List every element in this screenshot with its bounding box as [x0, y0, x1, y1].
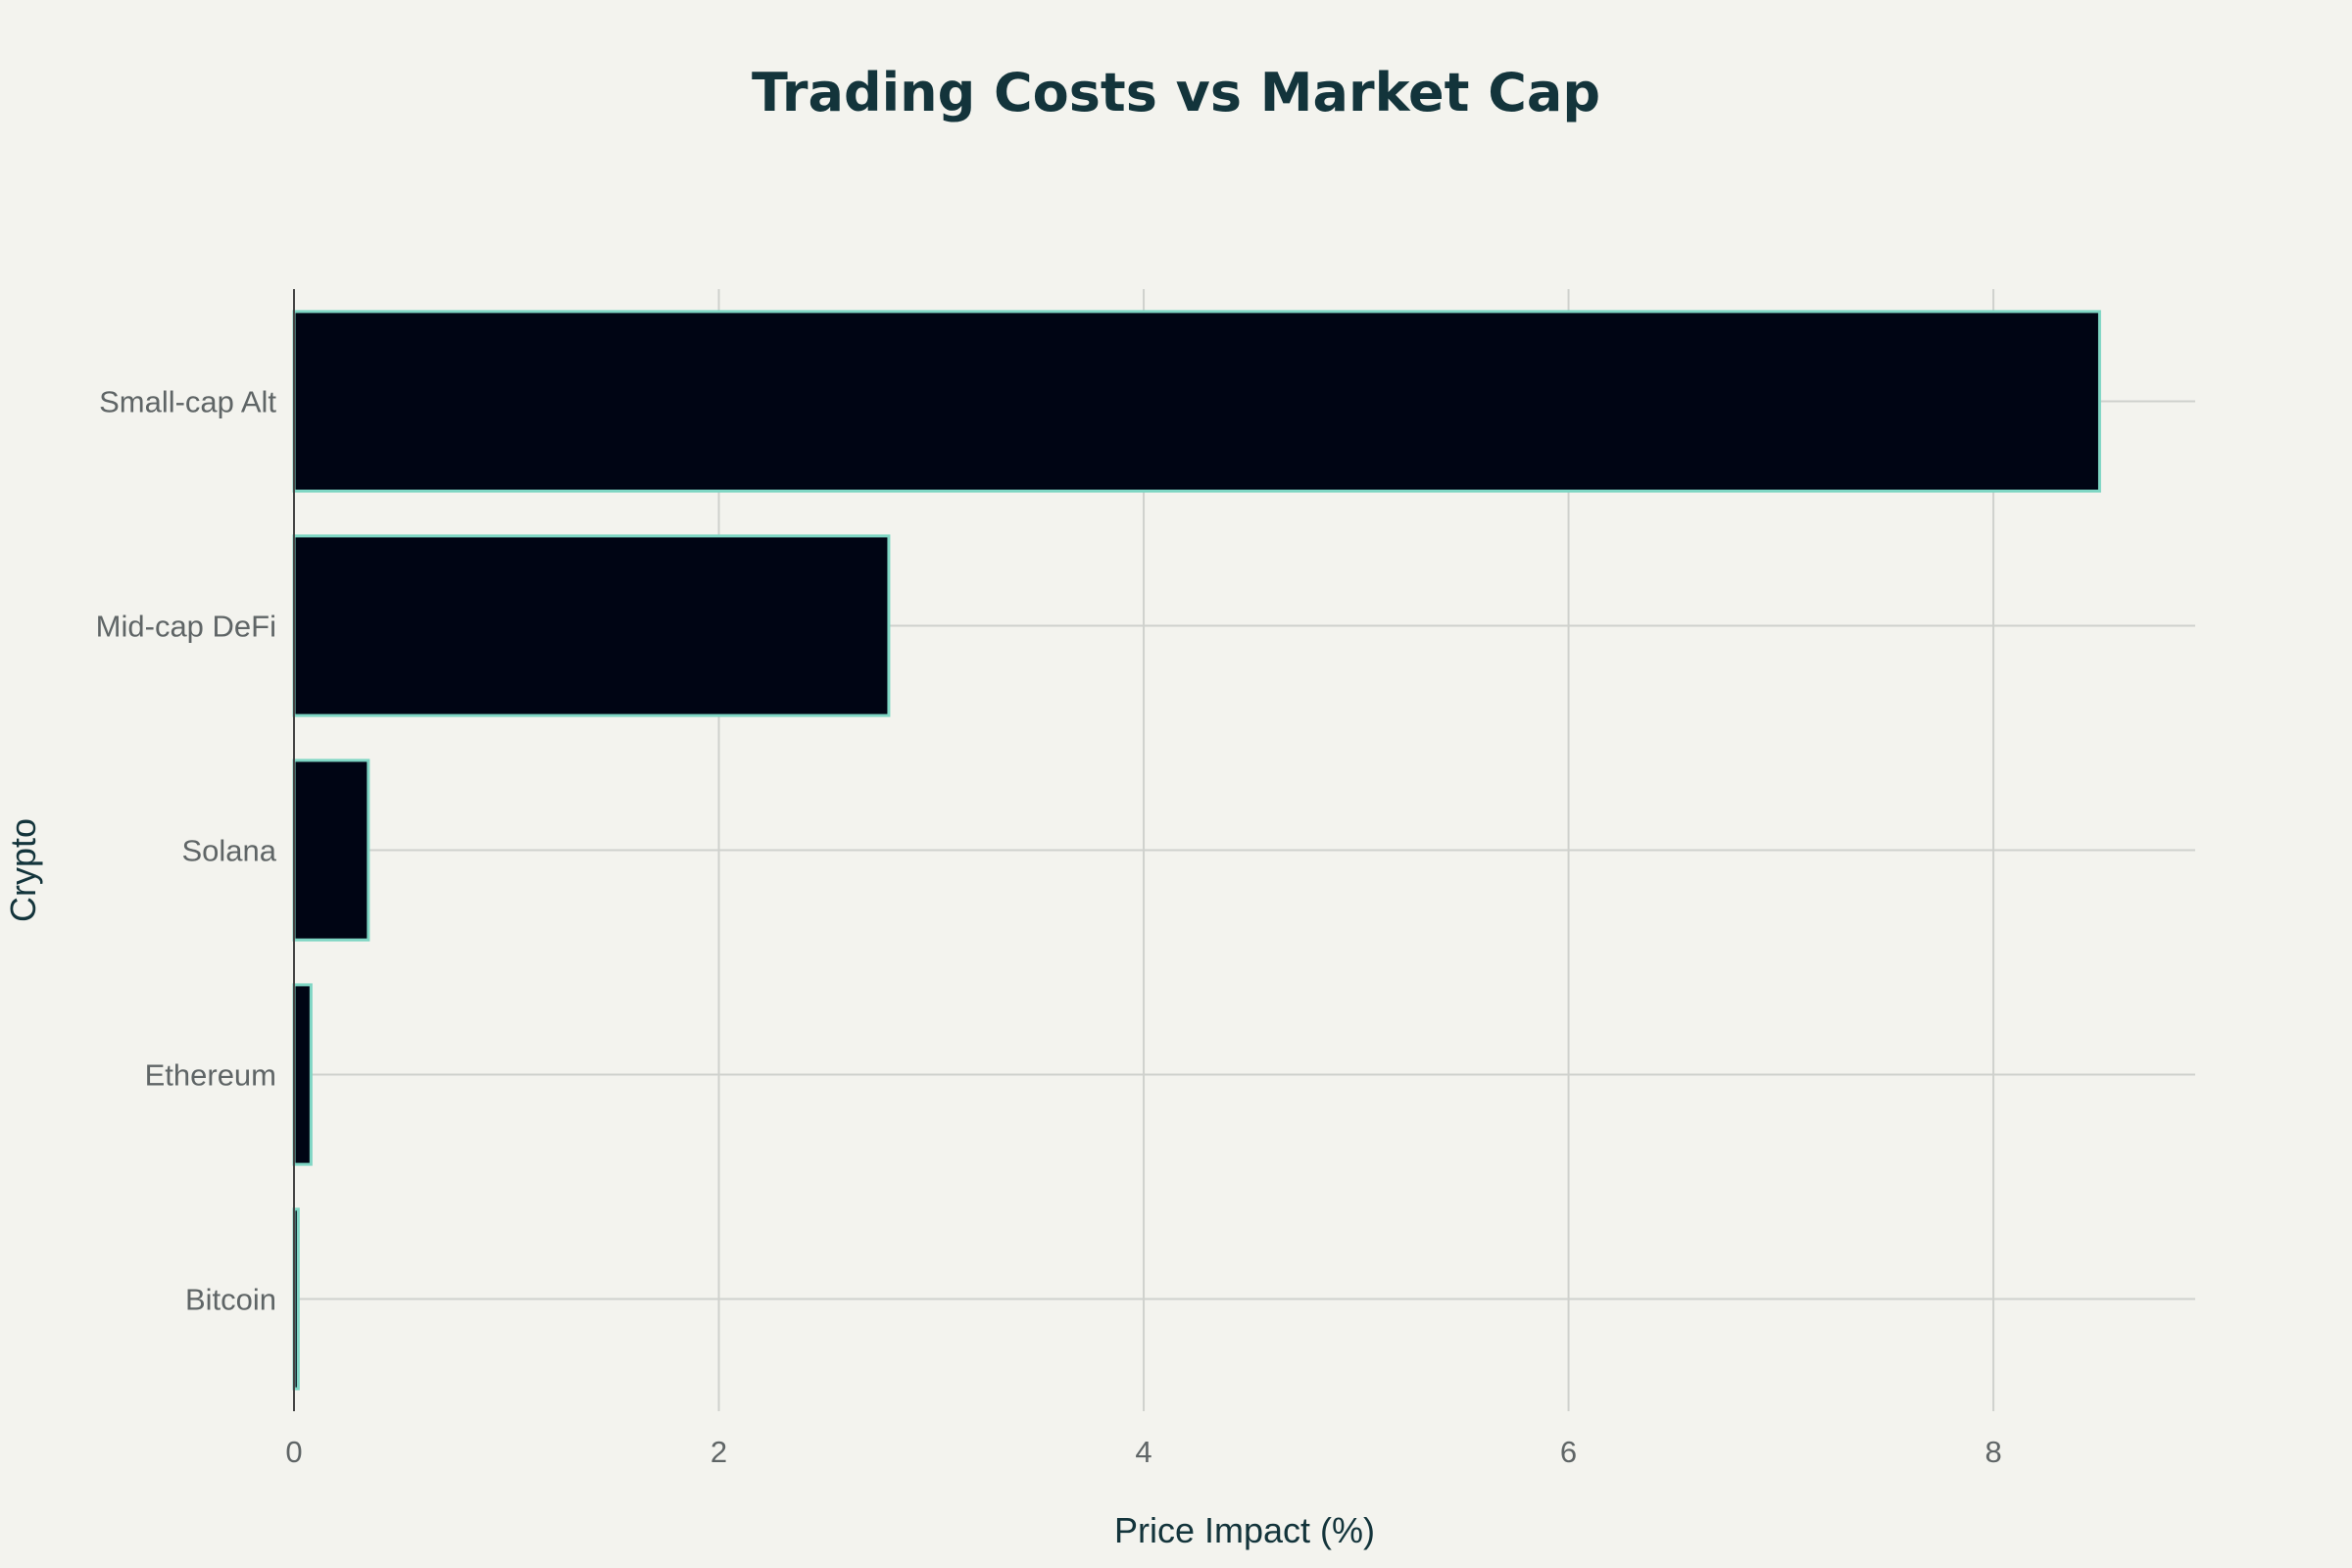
x-tick-label: 6 [1560, 1435, 1577, 1469]
y-tick-label: Mid-cap DeFi [96, 610, 276, 644]
bar-ethereum [292, 983, 313, 1166]
x-axis-title: Price Impact (%) [1114, 1510, 1375, 1550]
bar-solana [292, 759, 370, 942]
chart-title: Trading Costs vs Market Cap [752, 62, 1600, 123]
bars [292, 310, 2101, 1391]
x-tick-label: 0 [285, 1435, 302, 1469]
y-tick-label: Bitcoin [185, 1283, 276, 1317]
y-tick-label: Ethereum [145, 1058, 276, 1093]
bar-small-cap-alt [292, 310, 2101, 493]
y-tick-labels: Bitcoin Ethereum Solana Mid-cap DeFi Small-c… [96, 385, 277, 1317]
x-tick-label: 4 [1135, 1435, 1152, 1469]
y-tick-label: Solana [181, 834, 276, 868]
x-tick-label: 2 [710, 1435, 727, 1469]
y-axis-title: Crypto [3, 818, 43, 922]
x-tick-label: 8 [1984, 1435, 2001, 1469]
y-tick-label: Small-cap Alt [99, 385, 276, 419]
x-tick-labels: 0 2 4 6 8 [285, 1435, 2001, 1469]
bar-mid-cap-defi [292, 534, 891, 717]
